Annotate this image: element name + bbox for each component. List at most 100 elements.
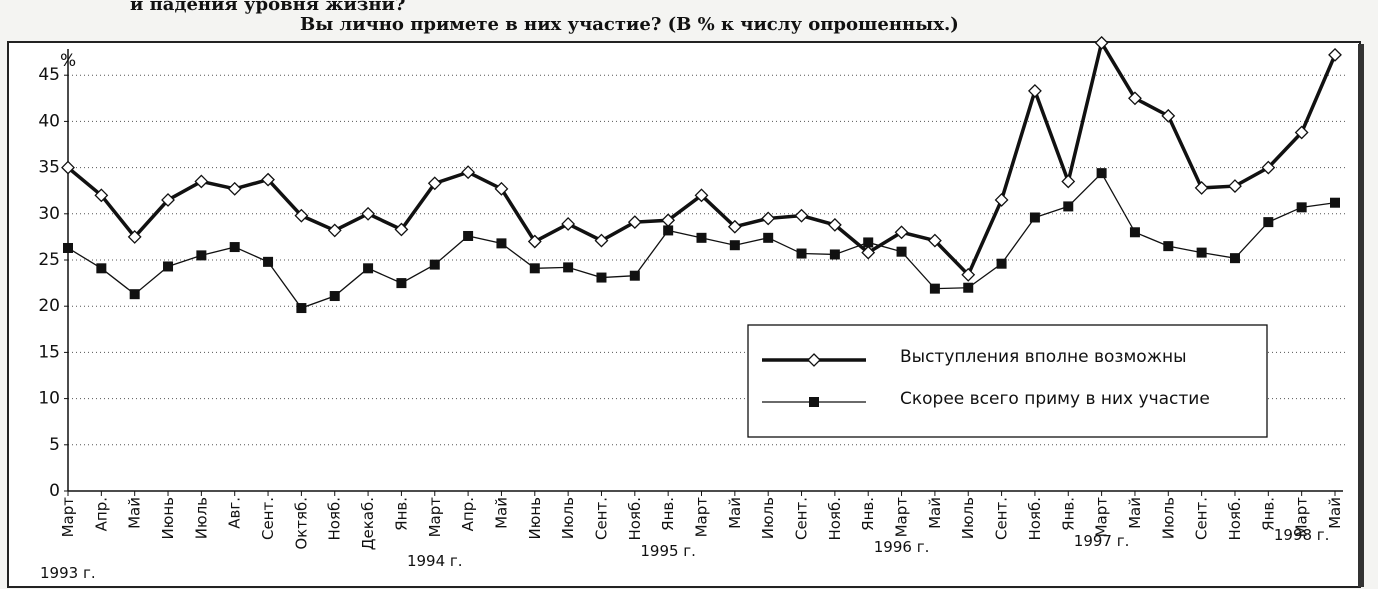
frame-shadow xyxy=(1358,44,1364,587)
diamond-marker xyxy=(627,215,642,230)
x-tick-label: Нояб. xyxy=(1026,497,1044,541)
diamond-marker xyxy=(194,174,209,189)
x-tick-label: Июнь xyxy=(159,497,177,540)
square-marker xyxy=(829,249,840,260)
square-marker xyxy=(229,242,240,253)
diamond-marker xyxy=(827,217,842,232)
x-tick-label: Авг. xyxy=(226,497,244,529)
diamond-marker xyxy=(1228,179,1242,193)
diamond-marker xyxy=(894,225,909,240)
year-label: 1995 г. xyxy=(640,542,696,560)
diamond-marker xyxy=(1328,47,1342,62)
diamond-marker xyxy=(694,188,709,203)
square-marker xyxy=(96,263,107,274)
y-tick-label: 35 xyxy=(38,158,60,178)
diamond-marker xyxy=(1194,181,1209,195)
chart-subtitle: и падения уровня жизни? xyxy=(130,0,405,15)
x-tick-label: Июль xyxy=(959,497,977,539)
diamond-marker xyxy=(794,208,809,223)
square-marker xyxy=(563,262,574,273)
y-tick-label: 30 xyxy=(38,204,60,224)
square-marker xyxy=(763,232,774,243)
diamond-marker xyxy=(727,219,742,234)
diamond-marker xyxy=(1128,91,1142,106)
diamond-marker xyxy=(227,181,242,196)
diamond-marker xyxy=(294,208,309,223)
x-tick-label: Янв. xyxy=(392,497,410,531)
x-tick-label: Июль xyxy=(759,497,777,539)
x-tick-label: Сент. xyxy=(1193,497,1211,540)
square-marker xyxy=(396,278,407,289)
diamond-marker xyxy=(94,188,109,203)
x-tick-label: Нояб. xyxy=(826,497,844,541)
square-marker xyxy=(263,256,274,267)
legend-label: Выступления вполне возможны xyxy=(900,347,1187,367)
square-marker xyxy=(429,259,440,270)
x-tick-label: Март xyxy=(1093,497,1111,538)
x-tick-label: Июнь xyxy=(526,497,544,540)
x-tick-label: Май xyxy=(126,497,144,529)
y-tick-label: 15 xyxy=(38,342,60,362)
legend-label: Скорее всего приму в них участие xyxy=(900,389,1210,409)
x-tick-label: Май xyxy=(492,497,510,529)
diamond-marker xyxy=(1161,108,1176,123)
diamond-marker xyxy=(494,181,509,196)
y-tick-label: 25 xyxy=(38,250,60,270)
legend-box xyxy=(747,324,1268,438)
x-tick-label: Июль xyxy=(559,497,577,539)
square-marker xyxy=(63,242,73,253)
square-marker xyxy=(1063,201,1074,212)
square-marker xyxy=(363,263,374,274)
diamond-marker xyxy=(1261,160,1276,175)
x-tick-label: Май xyxy=(1126,497,1144,529)
square-marker xyxy=(996,258,1007,269)
x-tick-label: Декаб. xyxy=(359,497,377,550)
x-tick-label: Апр. xyxy=(459,497,477,531)
year-label: 1996 г. xyxy=(874,538,930,556)
x-tick-label: Октяб. xyxy=(292,497,310,550)
square-marker xyxy=(329,291,340,302)
square-marker xyxy=(963,282,974,293)
x-tick-label: Июль xyxy=(192,497,210,539)
square-marker xyxy=(809,397,819,407)
diamond-marker xyxy=(1028,83,1042,98)
y-tick-label: 20 xyxy=(38,296,60,316)
y-tick-label: 5 xyxy=(49,435,60,455)
square-marker xyxy=(1296,202,1307,213)
square-marker xyxy=(929,283,940,294)
square-marker xyxy=(1263,217,1274,228)
x-tick-label: Сент. xyxy=(592,497,610,540)
x-tick-label: Нояб. xyxy=(1226,497,1244,541)
x-tick-label: Янв. xyxy=(1259,497,1277,531)
x-tick-label: Март xyxy=(1293,497,1311,538)
square-marker xyxy=(796,248,807,259)
y-tick-label: 40 xyxy=(38,111,60,131)
year-label: 1994 г. xyxy=(407,552,463,570)
square-marker xyxy=(896,246,907,257)
diamond-marker xyxy=(427,176,442,191)
diamond-marker xyxy=(461,165,476,180)
square-marker xyxy=(1330,197,1340,208)
square-marker xyxy=(296,303,307,314)
x-tick-label: Сент. xyxy=(259,497,277,540)
x-tick-label: Май xyxy=(726,497,744,529)
diamond-marker xyxy=(1294,125,1309,140)
x-tick-label: Янв. xyxy=(1059,497,1077,531)
x-tick-label: Нояб. xyxy=(626,497,644,541)
diamond-marker xyxy=(561,217,576,231)
square-marker xyxy=(729,240,740,251)
diamond-marker xyxy=(127,229,142,244)
square-marker xyxy=(1096,168,1107,179)
square-marker xyxy=(696,232,707,243)
diamond-marker xyxy=(961,267,976,282)
square-marker xyxy=(629,270,640,281)
diamond-marker xyxy=(327,223,342,238)
square-marker xyxy=(529,263,540,274)
x-tick-label: Сент. xyxy=(793,497,811,540)
chart-frame xyxy=(7,41,1361,588)
diamond-marker xyxy=(61,160,75,175)
diamond-marker xyxy=(861,245,876,260)
x-tick-label: Март xyxy=(893,497,911,538)
chart-title: Вы лично примете в них участие? (В % к ч… xyxy=(300,14,959,35)
